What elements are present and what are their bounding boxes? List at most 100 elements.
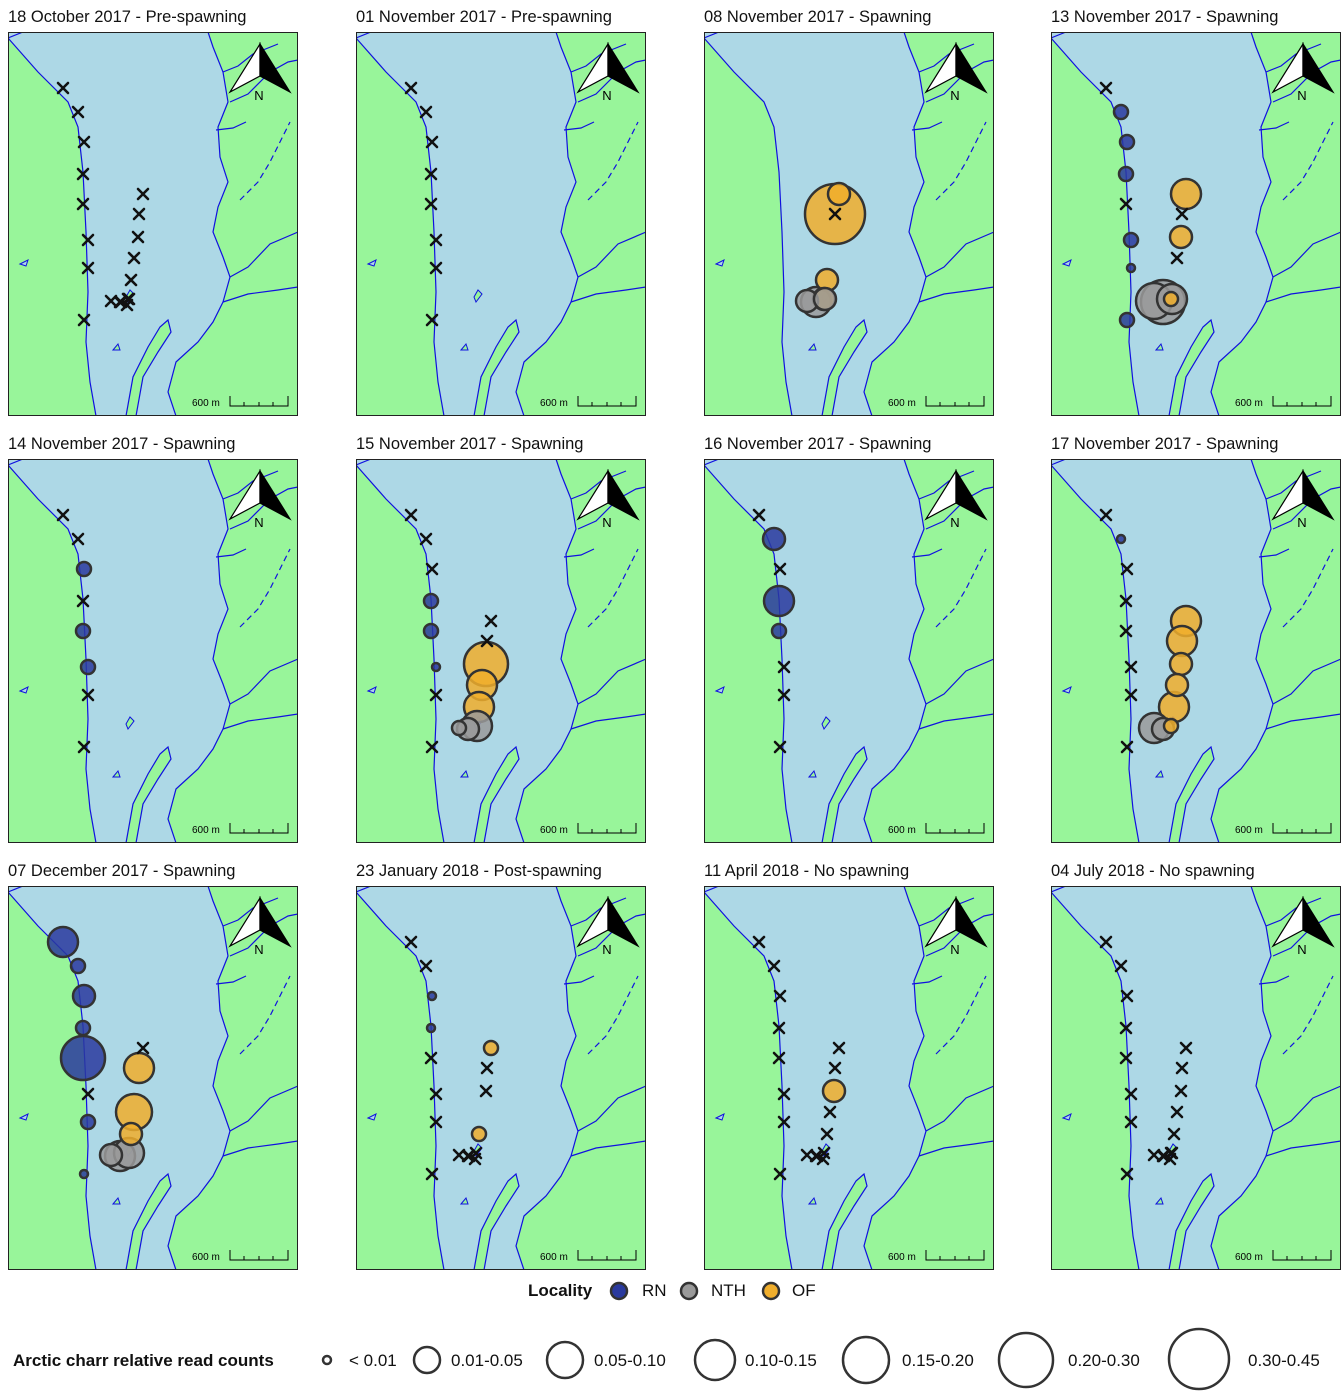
peninsula <box>821 1172 868 1270</box>
north-label: N <box>254 515 263 530</box>
site-cross-icon <box>820 1127 834 1141</box>
site-cross-icon <box>809 1149 823 1163</box>
north-arrow-icon <box>228 468 292 521</box>
locality-label-nth: NTH <box>711 1281 746 1300</box>
site-cross-icon <box>1179 1041 1193 1055</box>
river <box>925 658 994 705</box>
map-frame <box>356 886 646 1270</box>
map-canvas: N 600 m <box>1051 459 1341 843</box>
river <box>563 975 595 985</box>
river <box>563 548 595 558</box>
site-cross-icon <box>113 295 127 309</box>
scale-label: 600 m <box>192 398 220 409</box>
river <box>222 897 279 927</box>
site-cross-icon <box>772 1021 786 1035</box>
site-cross-icon <box>76 197 90 211</box>
peninsula <box>473 1172 520 1270</box>
river <box>215 548 247 558</box>
site-cross-icon <box>71 532 85 546</box>
scale-bar <box>925 1250 985 1261</box>
site-cross-icon <box>124 273 138 287</box>
river <box>1265 43 1322 73</box>
site-cross-icon <box>1170 1105 1184 1119</box>
map-canvas: N 600 m <box>8 32 298 416</box>
site-circle-rn <box>422 592 440 610</box>
site-cross-icon <box>777 660 791 674</box>
map-panel: 15 November 2017 - Spawning N 600 m <box>356 433 646 843</box>
river <box>1265 713 1341 730</box>
north-label: N <box>602 942 611 957</box>
site-cross-icon <box>480 634 494 648</box>
map-frame <box>356 459 646 843</box>
map-canvas: N 600 m <box>704 459 994 843</box>
stream-dashed <box>239 548 291 628</box>
map-5: N 600 m <box>356 459 646 843</box>
scale-bar <box>1272 396 1332 407</box>
north-arrow-icon <box>228 41 292 94</box>
map-frame <box>704 32 994 416</box>
scale-bar <box>1272 1250 1332 1261</box>
peninsula <box>473 318 520 416</box>
site-circle-rn <box>59 1034 107 1082</box>
map-panel: 16 November 2017 - Spawning N 600 m <box>704 433 994 843</box>
site-circle-of <box>118 1121 144 1147</box>
site-cross-icon <box>76 594 90 608</box>
site-circle-of <box>1164 672 1190 698</box>
pond <box>18 686 29 694</box>
pond <box>1061 259 1072 267</box>
pond <box>1061 1113 1072 1121</box>
river <box>563 121 595 131</box>
site-cross-icon <box>1119 1021 1133 1035</box>
peninsula <box>1168 1172 1215 1270</box>
island <box>807 769 817 778</box>
peninsula <box>125 318 172 416</box>
site-cross-icon <box>1170 251 1184 265</box>
site-circle-rn <box>1117 165 1135 183</box>
river <box>222 470 279 500</box>
north-arrow-icon <box>576 468 640 521</box>
site-circle-rn <box>422 622 440 640</box>
scale-ticks <box>1272 1250 1332 1261</box>
island <box>111 342 121 351</box>
site-cross-icon <box>429 688 443 702</box>
river <box>222 713 298 730</box>
map-canvas: N 600 m <box>8 886 298 1270</box>
locality-label-rn: RN <box>642 1281 667 1300</box>
site-cross-icon <box>429 1087 443 1101</box>
size-label-1: 0.01-0.05 <box>451 1351 523 1370</box>
river <box>918 43 975 73</box>
lake <box>8 32 231 416</box>
lake <box>704 886 927 1270</box>
river <box>918 1140 994 1157</box>
stream-dashed <box>239 975 291 1055</box>
site-circle-of <box>1168 224 1194 250</box>
north-arrow-icon <box>924 468 988 521</box>
pond <box>18 1113 29 1121</box>
site-circle-rn <box>1125 262 1137 274</box>
site-cross-icon <box>777 688 791 702</box>
site-cross-icon <box>461 1149 475 1163</box>
lake <box>8 886 231 1270</box>
pond <box>366 1113 377 1121</box>
site-cross-icon <box>425 562 439 576</box>
site-circle-of <box>1162 290 1180 308</box>
lake <box>704 459 927 843</box>
pond <box>714 1113 725 1121</box>
river <box>918 286 994 303</box>
site-cross-icon <box>131 230 145 244</box>
map-panel: 14 November 2017 - Spawning N 600 m <box>8 433 298 843</box>
site-cross-icon <box>1174 1084 1188 1098</box>
site-cross-icon <box>429 1115 443 1129</box>
island <box>125 716 135 731</box>
site-circle-rn <box>425 1022 437 1034</box>
locality-swatch-of <box>761 1281 781 1301</box>
north-label: N <box>1297 515 1306 530</box>
scale-label: 600 m <box>888 825 916 836</box>
north-arrow-right <box>1302 41 1335 94</box>
site-cross-icon <box>425 740 439 754</box>
map-canvas: N 600 m <box>356 459 646 843</box>
site-circle-rn <box>1118 311 1136 329</box>
river <box>222 286 298 303</box>
north-arrow-right <box>259 468 292 521</box>
site-circle-rn <box>79 658 97 676</box>
